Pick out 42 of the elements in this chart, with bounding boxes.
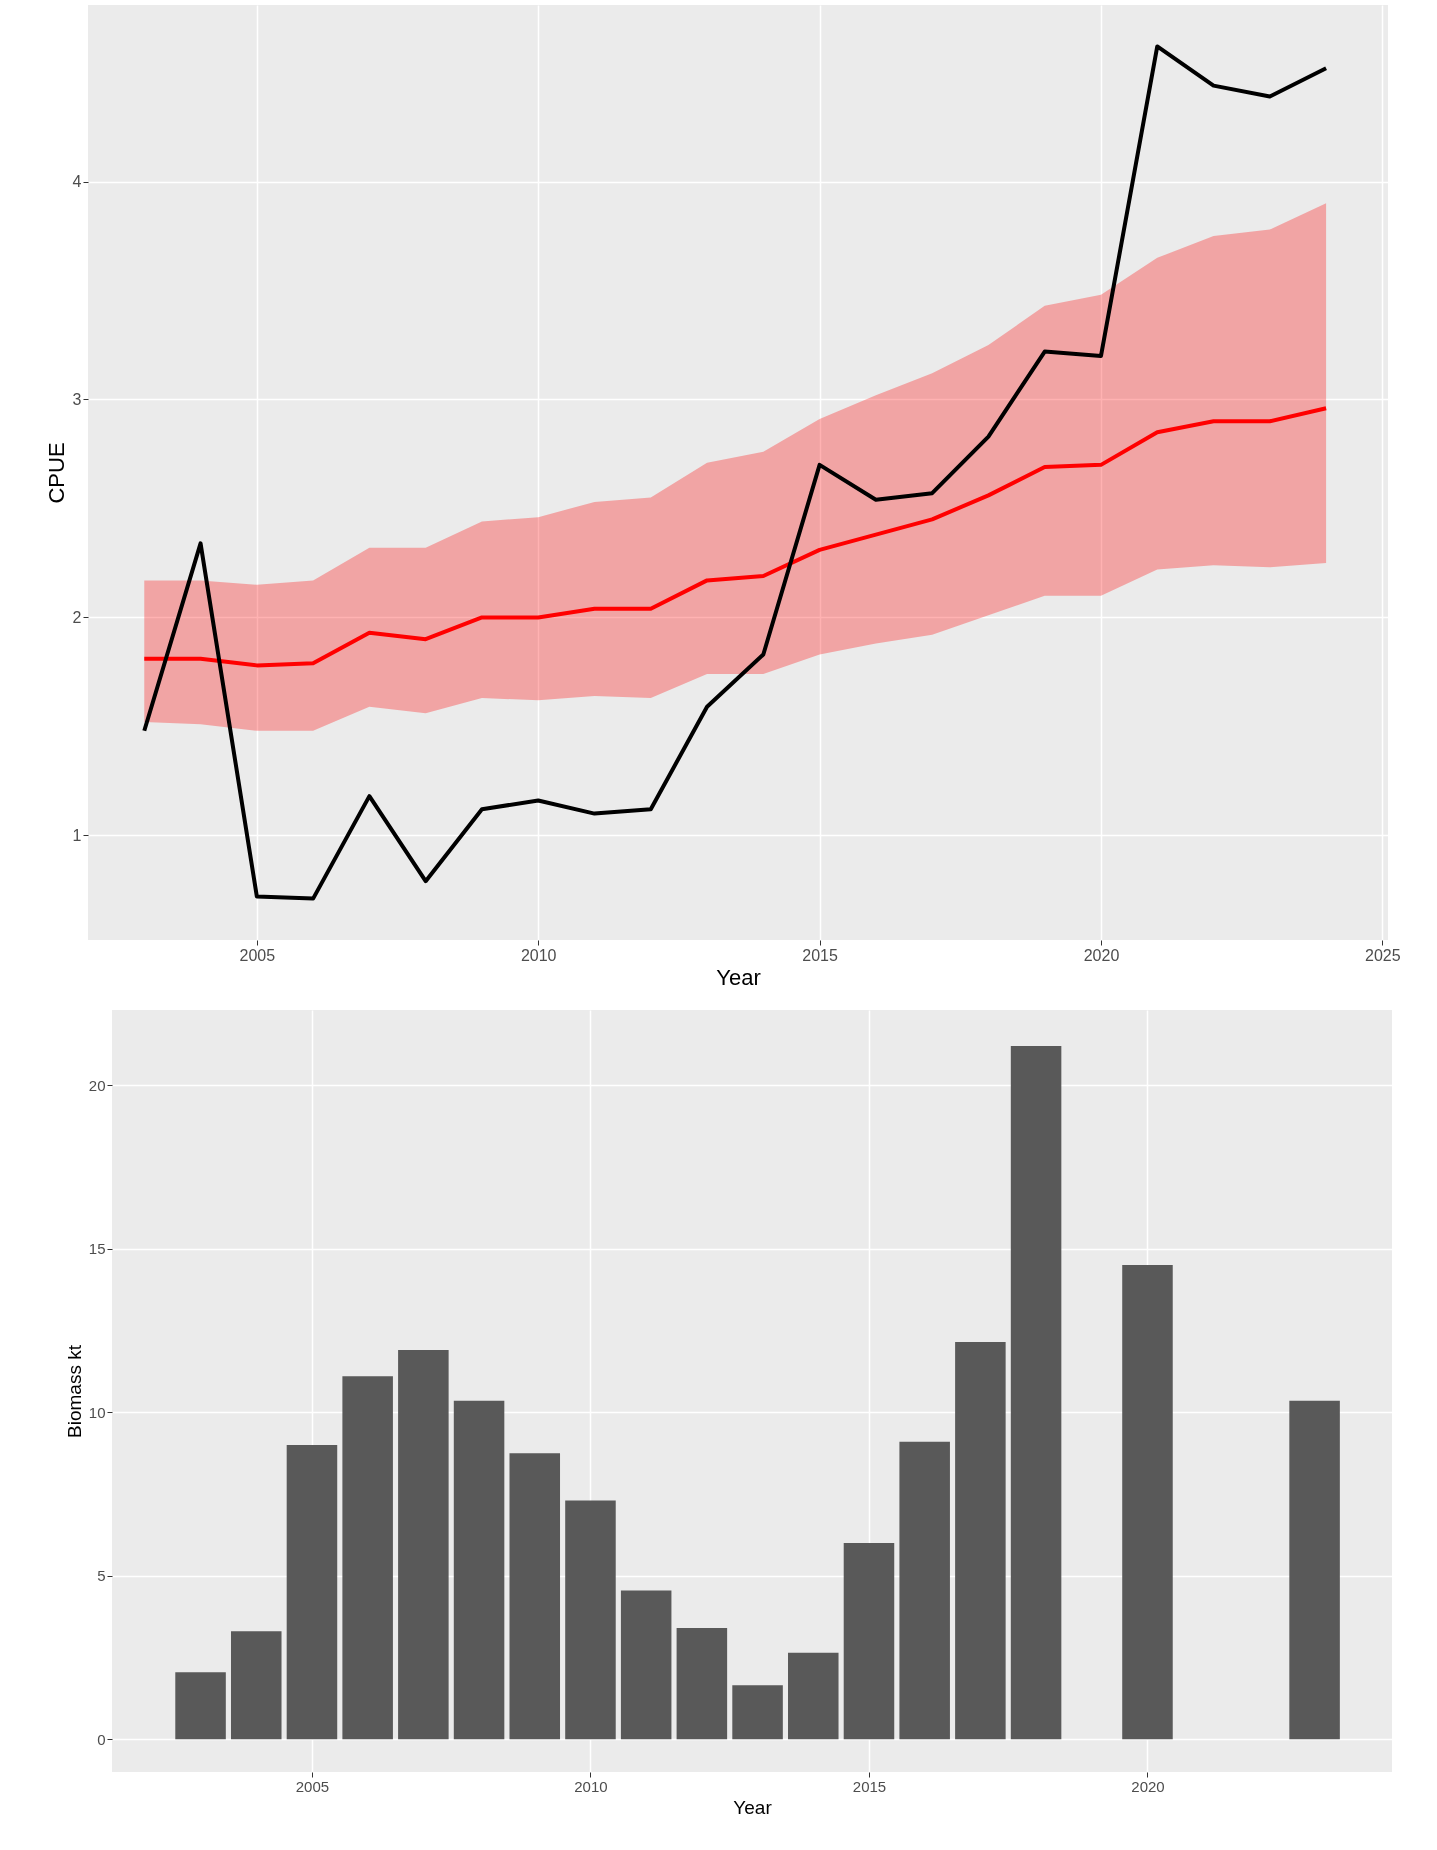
- line-series: [142, 406, 1329, 668]
- bar: [1010, 1045, 1062, 1740]
- x-tick-label: 2025: [1365, 946, 1401, 964]
- bar: [732, 1685, 783, 1740]
- x-tick-label: 2015: [852, 1777, 887, 1795]
- bar: [230, 1631, 282, 1740]
- x-axis-title: Year: [716, 964, 761, 990]
- y-tick-label: 3: [72, 390, 82, 408]
- bar: [843, 1543, 895, 1740]
- bar: [453, 1400, 505, 1740]
- x-tick-label: 2015: [802, 946, 838, 964]
- bar: [620, 1590, 672, 1740]
- line-series: [142, 44, 1329, 901]
- y-tick-label: 20: [88, 1076, 106, 1094]
- y-tick-label: 4: [72, 173, 82, 191]
- y-tick-label: 1: [72, 826, 82, 844]
- bar: [175, 1672, 226, 1740]
- y-tick-label: 10: [88, 1403, 106, 1421]
- bar: [509, 1453, 561, 1740]
- bar: [955, 1341, 1006, 1740]
- bar: [788, 1652, 839, 1740]
- bar: [1122, 1265, 1173, 1740]
- y-tick-label: 15: [88, 1240, 106, 1258]
- x-tick-label: 2010: [520, 946, 557, 964]
- bar: [676, 1628, 728, 1740]
- bar: [398, 1350, 449, 1740]
- x-axis-title: Year: [733, 1796, 773, 1818]
- x-tick-label: 2005: [239, 946, 276, 964]
- y-tick-label: 2: [72, 608, 82, 626]
- x-tick-label: 2020: [1083, 946, 1120, 964]
- bar: [1289, 1400, 1340, 1740]
- bar: [899, 1441, 950, 1740]
- bar: [565, 1500, 616, 1740]
- bar: [286, 1444, 338, 1740]
- x-tick-label: 2005: [295, 1777, 330, 1795]
- y-tick-label: 5: [97, 1567, 106, 1585]
- x-tick-label: 2010: [574, 1777, 608, 1795]
- bar: [342, 1376, 393, 1740]
- y-axis-title: CPUE: [43, 442, 69, 504]
- x-tick-label: 2020: [1131, 1777, 1165, 1795]
- y-axis-title: Biomass kt: [63, 1344, 85, 1438]
- y-tick-label: 0: [97, 1730, 106, 1748]
